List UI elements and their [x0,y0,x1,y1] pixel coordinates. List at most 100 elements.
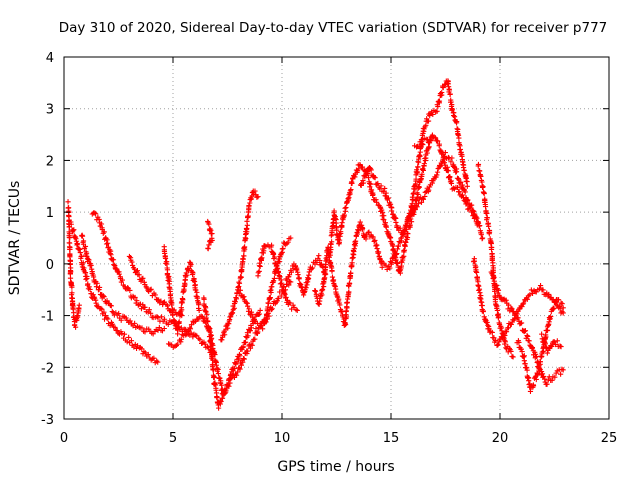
data-point [89,269,95,275]
data-point [371,174,377,180]
data-point [524,367,530,373]
data-point [511,308,517,315]
data-point [555,297,562,303]
data-point [256,325,262,331]
data-point [453,120,460,126]
data-point [223,389,229,395]
data-point [490,275,496,281]
data-point [524,296,530,302]
data-point [271,275,277,282]
data-point [373,197,379,203]
data-point [559,301,565,307]
data-point [427,137,433,143]
data-point [259,255,265,261]
data-point [112,324,118,331]
data-point [529,344,536,351]
data-point [493,337,499,344]
data-point [146,307,152,313]
data-point [410,197,416,203]
data-point [416,143,422,149]
data-point [484,319,490,325]
data-point [268,242,275,248]
data-point [397,225,403,231]
data-point [288,269,294,275]
data-point [249,311,255,317]
y-tick-label: -3 [41,413,54,428]
data-point [182,282,188,288]
data-point [236,290,242,296]
data-point [436,98,443,104]
data-point [456,189,462,195]
data-point [509,306,515,312]
data-point [247,328,253,334]
data-point [368,187,375,193]
data-point [464,201,470,207]
data-point [295,271,301,278]
data-point [414,170,420,176]
data-point [187,326,194,332]
data-point [285,239,291,245]
data-point [432,135,439,141]
data-point [294,307,300,313]
data-point [440,151,446,157]
data-point [458,179,464,185]
data-point [415,164,421,170]
data-point [363,172,369,178]
data-point [328,262,334,268]
data-point [239,266,245,273]
data-point [225,383,231,389]
data-point [138,278,144,284]
data-point [134,298,140,304]
data-point [202,341,208,347]
data-point [354,231,360,237]
data-point [346,289,352,295]
data-point [240,359,246,365]
data-point [357,219,363,225]
data-point [235,356,242,362]
y-axis-label: SDTVAR / TECUs [7,181,23,296]
data-point [408,219,415,225]
data-point [165,271,171,277]
data-point [105,316,111,322]
data-point [267,294,273,301]
data-point [155,359,161,365]
data-point [161,325,167,332]
data-point [368,181,374,187]
data-point [379,207,385,213]
data-point [286,282,292,288]
data-point [439,89,445,96]
data-point [168,299,174,305]
data-point [418,137,425,143]
data-point [241,356,247,362]
data-point [142,350,148,356]
data-point [474,215,480,221]
data-point [136,324,142,330]
data-point [385,195,392,201]
data-point [188,261,194,268]
axis-ticks [63,56,610,420]
data-point [176,319,182,325]
data-point [203,309,209,315]
data-point [283,294,289,300]
data-point [529,290,536,297]
data-point [418,199,425,205]
data-point [539,331,545,337]
data-point [155,315,161,321]
data-point [464,183,470,189]
data-point [393,219,399,226]
data-point [461,197,467,203]
data-point [142,304,148,310]
data-point [185,329,191,335]
data-point [403,222,410,229]
data-point [337,302,343,308]
data-point [306,269,312,275]
data-point [395,224,401,231]
data-point [540,287,546,293]
data-point [104,298,110,304]
data-point [257,263,263,270]
data-point [441,160,447,166]
data-point [86,257,92,263]
data-point [314,259,320,266]
x-tick-labels: 0 5 10 15 20 25 [60,431,617,446]
data-point [542,341,548,347]
